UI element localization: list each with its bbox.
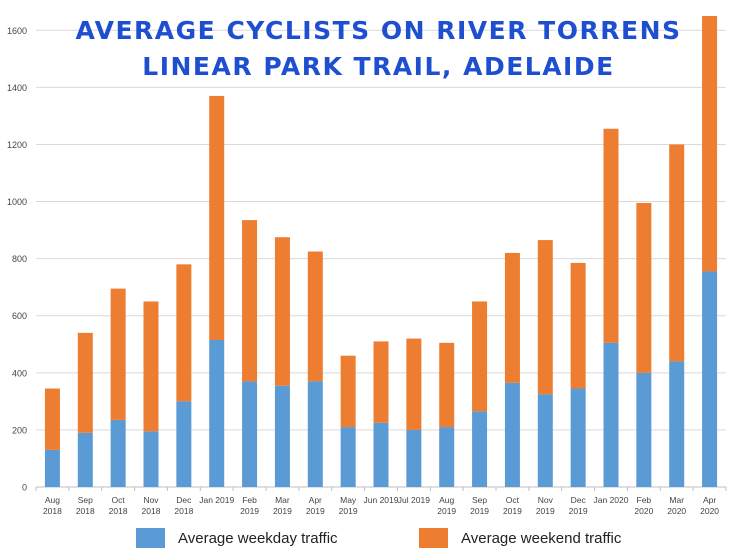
legend-swatch-weekday — [136, 528, 165, 548]
bar-weekend — [504, 252, 520, 383]
bar-weekday — [669, 361, 685, 487]
x-tick-label: Dec — [176, 495, 192, 505]
bar-weekend — [406, 338, 422, 430]
x-tick-label: Jul 2019 — [398, 495, 430, 505]
y-tick-label: 200 — [12, 425, 27, 435]
x-tick-label-year: 2019 — [437, 506, 456, 516]
x-tick-label: Oct — [506, 495, 520, 505]
x-tick-label-year: 2019 — [470, 506, 489, 516]
legend-item-weekday: Average weekday traffic — [136, 526, 338, 550]
bar-weekday — [44, 449, 60, 487]
x-tick-label-year: 2020 — [667, 506, 686, 516]
bar-weekend — [143, 301, 159, 432]
y-tick-label: 1000 — [7, 197, 27, 207]
x-tick-label-year: 2019 — [569, 506, 588, 516]
x-tick-label-year: 2019 — [306, 506, 325, 516]
bar-weekday — [603, 342, 619, 487]
bar-weekend — [537, 240, 553, 395]
bar-weekday — [636, 372, 652, 487]
bar-weekday — [110, 419, 126, 487]
bar-weekday — [702, 271, 718, 487]
bar-weekend — [439, 342, 455, 428]
x-tick-label: Feb — [637, 495, 652, 505]
bar-weekday — [307, 381, 323, 487]
bar-weekend — [669, 144, 685, 362]
x-tick-label: Dec — [571, 495, 587, 505]
y-tick-label: 1600 — [7, 26, 27, 36]
bar-weekday — [77, 432, 93, 487]
x-tick-label: Aug — [45, 495, 60, 505]
y-tick-label: 1400 — [7, 83, 27, 93]
x-tick-label-year: 2019 — [503, 506, 522, 516]
legend-swatch-weekend — [419, 528, 448, 548]
x-tick-label: Apr — [309, 495, 322, 505]
bar-weekend — [176, 264, 192, 402]
x-tick-label-year: 2019 — [240, 506, 259, 516]
bar-weekend — [274, 237, 290, 386]
legend-label-weekend: Average weekend traffic — [461, 529, 622, 547]
bar-weekend — [340, 355, 356, 428]
x-tick-label: Nov — [538, 495, 554, 505]
bar-weekday — [176, 401, 192, 487]
x-tick-label-year: 2018 — [43, 506, 62, 516]
bar-weekend — [702, 16, 718, 272]
x-tick-label-year: 2018 — [76, 506, 95, 516]
x-tick-label-year: 2020 — [634, 506, 653, 516]
bar-weekend — [242, 220, 258, 382]
bar-weekday — [504, 382, 520, 487]
y-tick-label: 0 — [22, 483, 27, 493]
x-tick-label: Sep — [472, 495, 487, 505]
y-tick-label: 600 — [12, 311, 27, 321]
y-tick-label: 800 — [12, 254, 27, 264]
x-tick-label: Apr — [703, 495, 716, 505]
x-tick-label-year: 2018 — [174, 506, 193, 516]
x-tick-label: Sep — [78, 495, 93, 505]
x-tick-label: Nov — [143, 495, 159, 505]
x-tick-label: Feb — [242, 495, 257, 505]
bar-weekday — [537, 394, 553, 487]
bar-weekend — [570, 262, 586, 389]
x-tick-label-year: 2019 — [536, 506, 555, 516]
chart-title-line-2: Linear Park Trail, Adelaide — [142, 52, 615, 81]
x-tick-label-year: 2019 — [339, 506, 358, 516]
bar-weekday — [472, 411, 488, 487]
x-tick-label: Aug — [439, 495, 454, 505]
bar-weekend — [209, 95, 225, 340]
bar-weekday — [340, 427, 356, 487]
bar-weekday — [209, 339, 225, 487]
bar-weekday — [274, 385, 290, 487]
x-tick-label-year: 2020 — [700, 506, 719, 516]
bar-weekend — [603, 128, 619, 343]
x-tick-label: Jun 2019 — [364, 495, 399, 505]
bar-weekend — [472, 301, 488, 412]
legend-item-weekend: Average weekend traffic — [419, 526, 621, 550]
x-tick-label: May — [340, 495, 357, 505]
x-tick-label: Mar — [275, 495, 290, 505]
x-tick-label: Jan 2019 — [199, 495, 234, 505]
bar-weekend — [77, 332, 93, 433]
chart-title-line-1: Average Cyclists on River Torrens — [75, 16, 682, 45]
bar-weekend — [636, 202, 652, 373]
bar-weekend — [373, 341, 389, 423]
legend-label-weekday: Average weekday traffic — [178, 529, 338, 547]
bar-weekend — [110, 288, 126, 420]
y-tick-label: 400 — [12, 368, 27, 378]
x-tick-label-year: 2018 — [142, 506, 161, 516]
bar-weekend — [307, 251, 323, 382]
x-tick-label: Mar — [669, 495, 684, 505]
bar-weekday — [406, 429, 422, 487]
bar-weekday — [570, 388, 586, 487]
bar-weekday — [143, 431, 159, 487]
x-tick-label: Oct — [112, 495, 126, 505]
bar-weekday — [242, 381, 258, 487]
bar-weekend — [44, 388, 60, 450]
x-tick-label: Jan 2020 — [594, 495, 629, 505]
bar-weekday — [439, 427, 455, 487]
bar-weekday — [373, 422, 389, 487]
y-tick-label: 1200 — [7, 140, 27, 150]
x-tick-label-year: 2019 — [273, 506, 292, 516]
x-tick-label-year: 2018 — [109, 506, 128, 516]
